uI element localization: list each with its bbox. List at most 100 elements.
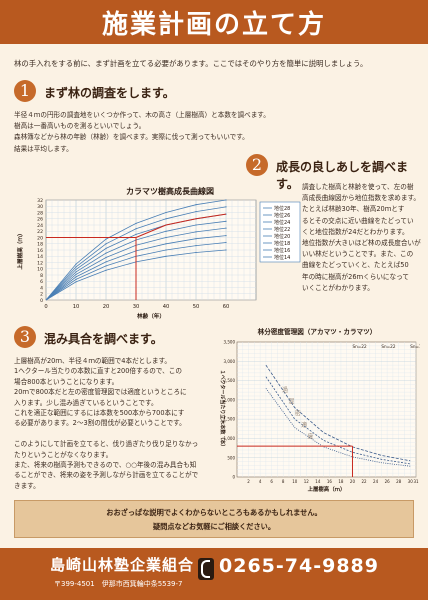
chart1-ytick-label: 2: [40, 292, 43, 298]
chart2-plot-area: [236, 341, 417, 478]
chart2-ytick-label: 0: [232, 475, 235, 480]
phone-number[interactable]: 0265-74-9889: [219, 555, 379, 577]
chart1-ytick-label: 24: [37, 223, 43, 229]
chart2-title: 林分密度管理図（アカマツ・カラマツ）: [258, 328, 377, 336]
organization-address: 〒399-4501 伊那市西箕輪中条5539-7: [54, 580, 183, 588]
chart2-series-line-2: [265, 388, 411, 467]
section1-text: 半径４ｍの円形の調査地をいくつか作って、木の高さ（上層樹高）と本数を調べます。 …: [14, 111, 270, 153]
chart1-legend-label: 地位22: [274, 226, 290, 233]
notice-line-1: おおざっぱな説明でよくわからないところもあるかもしれません。: [106, 508, 322, 517]
chart1-point: [75, 266, 77, 268]
chart1-y-axis-label: 上層樹高（ｍ）: [16, 230, 24, 269]
page-header: 施業計画の立て方: [0, 0, 428, 44]
chart2-xtick-label: 4: [259, 479, 262, 484]
chart1-point: [105, 265, 107, 267]
chart1-point: [225, 249, 227, 251]
chart2-xtick-label: 24: [373, 479, 379, 484]
chart1-point: [135, 222, 137, 225]
chart1-point: [165, 236, 167, 239]
height-growth-chart: カラマツ樹高成長曲線図 0 10 20 30 40 50 60024681012141618…: [16, 186, 301, 320]
chart1-point: [165, 255, 167, 257]
chart1-point: [225, 206, 227, 208]
chart2-ytick-label: 1,500: [224, 417, 236, 422]
chart1-point: [195, 231, 197, 233]
chart1-point: [195, 224, 197, 226]
phone-icon: [198, 558, 214, 580]
section2-text: 調査した樹高と林齢を使って、左の樹 高成長曲線図から地位指数を求めます。 たとえ…: [302, 183, 421, 292]
chart1-point: [135, 228, 137, 230]
chart2-xtick-label: 2: [247, 479, 250, 484]
density-management-chart: 林分密度管理図（アカマツ・カラマツ） Sn=22Sn=22Sn=17過混密適度 …: [219, 328, 420, 493]
chart2-series-label: Sn=22: [381, 344, 395, 349]
section3-text: 上層樹高が20ｍ、半径４ｍの範囲で4本だとします。 1ヘクタール当たりの本数に直…: [14, 357, 199, 490]
chart2-zone-label: 混: [288, 398, 294, 406]
chart1-ytick-label: 20: [37, 235, 43, 241]
chart1-point: [225, 241, 227, 244]
chart1-ytick-label: 8: [40, 273, 43, 279]
chart1-point: [165, 243, 167, 245]
chart1-point: [195, 238, 197, 240]
chart1-ytick-label: 32: [37, 198, 43, 204]
chart1-legend-label: 地位20: [274, 233, 290, 240]
chart1-point: [225, 199, 227, 201]
intro-text: 林の手入れをする前に、まず計画を立てる必要があります。ここではそのやり方を簡単に…: [14, 59, 368, 68]
chart2-zone-label: 適: [301, 421, 307, 429]
chart2-xtick-label: 6: [270, 479, 273, 484]
chart1-ytick-label: 22: [37, 229, 43, 235]
chart1-legend-label: 地位26: [274, 212, 290, 219]
chart1-point: [105, 256, 107, 259]
organization-name: 島崎山林塾企業組合: [50, 556, 195, 574]
chart2-ytick-label: 500: [227, 455, 235, 460]
chart2-y-axis-label: １ヘクタール当たり立木本数（本）: [219, 370, 226, 450]
chart1-ytick-label: 10: [37, 267, 43, 273]
chart1-ytick-label: 12: [37, 260, 43, 266]
chart1-legend-label: 地位24: [274, 219, 290, 226]
chart1-point: [105, 252, 107, 254]
chart1-point: [105, 243, 107, 245]
chart2-zone-label: 度: [307, 432, 313, 440]
chart1-legend-label: 地位16: [274, 247, 290, 254]
chart2-xtick-label: 10: [292, 479, 298, 484]
chart1-point: [165, 211, 167, 214]
chart2-xtick-label: 28: [396, 479, 402, 484]
chart1-xtick-label: 30: [133, 304, 140, 310]
chart1-point: [75, 273, 77, 275]
chart2-x-axis-label: 上層樹高（ｍ）: [308, 485, 346, 493]
chart2-xtick-label: 8: [282, 479, 285, 484]
chart1-xtick-label: 0: [44, 304, 47, 310]
chart1-ytick-label: 6: [40, 279, 43, 285]
section3-title: 混み具合を調べます。: [44, 332, 163, 346]
page-title: 施業計画の立て方: [101, 10, 326, 40]
chart1-point: [75, 276, 77, 278]
chart1-point: [195, 210, 197, 213]
chart1-xtick-label: 10: [73, 304, 80, 310]
chart1-ytick-label: 28: [37, 210, 43, 216]
chart2-xtick-label: 31: [413, 479, 419, 484]
chart1-point: [225, 235, 227, 237]
chart2-ytick-label: 2,500: [224, 378, 236, 383]
chart2-xtick-label: 20: [350, 479, 356, 484]
chart1-xtick-label: 50: [193, 304, 200, 310]
chart1-point: [105, 238, 107, 240]
chart1-ytick-label: 14: [37, 254, 43, 260]
chart1-legend-box: [259, 201, 301, 263]
chart1-point: [75, 281, 77, 283]
chart1-point: [165, 218, 167, 220]
chart1-point: [135, 233, 137, 235]
step-number-1: 1: [14, 80, 36, 102]
chart1-highlight-curve: [135, 213, 227, 238]
chart1-point: [105, 269, 107, 271]
chart1-point: [75, 278, 77, 280]
chart2-ytick-label: 2,000: [224, 397, 236, 402]
chart2-ytick-label: 3,500: [224, 340, 236, 345]
notice-box: おおざっぱな説明でよくわからないところもあるかもしれません。 疑問点などお気軽に…: [14, 500, 414, 538]
notice-line-2: 疑問点などお気軽にご相談ください。: [152, 522, 276, 531]
chart1-legend-label: 地位14: [274, 254, 290, 261]
chart2-series-label: Sn=22: [352, 344, 366, 349]
chart1-point: [75, 263, 77, 265]
chart2-ytick-label: 3,000: [224, 359, 236, 364]
chart1-title: カラマツ樹高成長曲線図: [126, 186, 214, 196]
chart1-point: [195, 251, 197, 254]
chart1-point: [75, 271, 77, 273]
chart1-point: [225, 227, 227, 229]
